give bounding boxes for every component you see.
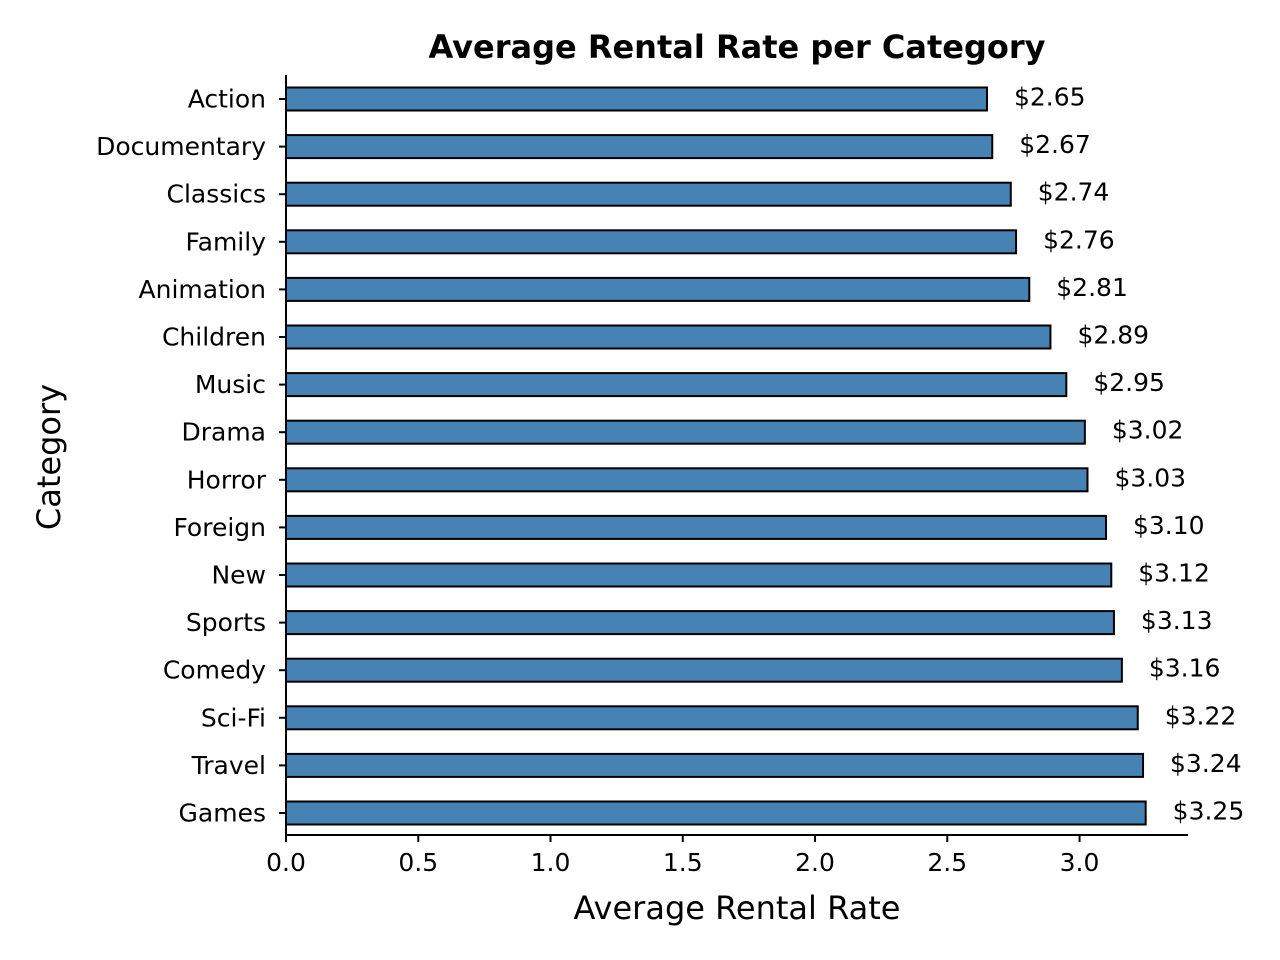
y-tick-label: Horror [187, 465, 267, 494]
bar-value-label: $3.12 [1138, 559, 1210, 588]
bar [285, 134, 994, 160]
bar-value-label: $3.03 [1114, 463, 1186, 492]
y-tick-label: Comedy [163, 656, 266, 685]
y-tick-label: Drama [181, 418, 266, 447]
y-tick-label: Music [195, 370, 266, 399]
y-tick-label: Family [186, 227, 267, 256]
bar-value-label: $2.95 [1093, 368, 1165, 397]
bar [285, 467, 1089, 493]
x-tick-label: 0.0 [266, 848, 306, 877]
bar [285, 657, 1123, 683]
bar [285, 610, 1115, 636]
chart-title: Average Rental Rate per Category [429, 28, 1046, 66]
bar [285, 324, 1052, 350]
x-tick-label: 1.5 [663, 848, 703, 877]
x-tick-label: 0.5 [398, 848, 438, 877]
bar [285, 372, 1068, 398]
bar [285, 86, 988, 112]
bar-value-label: $3.02 [1112, 416, 1184, 445]
bar-value-label: $2.89 [1077, 321, 1149, 350]
y-tick-label: Sports [186, 608, 266, 637]
y-tick-label: Games [179, 799, 266, 828]
x-axis-ticks: 0.0 0.5 1.0 1.5 2.0 2.5 3.0 [266, 835, 1099, 877]
y-tick-label: Sci-Fi [201, 703, 266, 732]
y-tick-label: Travel [191, 751, 266, 780]
y-tick-label: New [211, 561, 266, 590]
bar [285, 181, 1012, 207]
bar [285, 276, 1031, 302]
bar [285, 800, 1147, 826]
bar-value-label: $2.65 [1014, 83, 1086, 112]
y-axis-ticks: Action Documentary Classics Family Animation… [96, 85, 286, 828]
bars-layer [285, 86, 1147, 826]
bar-value-label: $2.74 [1038, 178, 1110, 207]
value-labels-layer: $2.65 $2.67 $2.74 $2.76 $2.81 $2.89 $2.95 $3.02… [1014, 83, 1244, 826]
bar-value-label: $3.24 [1170, 749, 1242, 778]
bar-value-label: $3.13 [1141, 606, 1213, 635]
x-tick-label: 2.5 [927, 848, 967, 877]
y-tick-label: Documentary [96, 132, 266, 161]
y-axis-label: Category [30, 384, 68, 530]
bar [285, 705, 1139, 731]
bar-value-label: $3.16 [1149, 654, 1221, 683]
y-tick-label: Children [162, 323, 266, 352]
x-tick-label: 1.0 [531, 848, 571, 877]
y-tick-label: Classics [167, 180, 267, 209]
y-tick-label: Action [188, 85, 266, 114]
bar [285, 229, 1018, 255]
bar [285, 562, 1113, 588]
y-tick-label: Foreign [173, 513, 266, 542]
bar-value-label: $3.25 [1173, 797, 1245, 826]
x-axis-label: Average Rental Rate [574, 889, 901, 927]
x-tick-label: 2.0 [795, 848, 835, 877]
y-tick-label: Animation [139, 275, 266, 304]
bar-value-label: $3.22 [1165, 701, 1237, 730]
bar-value-label: $2.81 [1056, 273, 1128, 302]
bar [285, 419, 1086, 445]
bar [285, 752, 1145, 778]
bar-value-label: $2.67 [1019, 130, 1091, 159]
bar [285, 514, 1107, 540]
x-tick-label: 3.0 [1060, 848, 1100, 877]
bar-value-label: $2.76 [1043, 225, 1115, 254]
bar-value-label: $3.10 [1133, 511, 1205, 540]
